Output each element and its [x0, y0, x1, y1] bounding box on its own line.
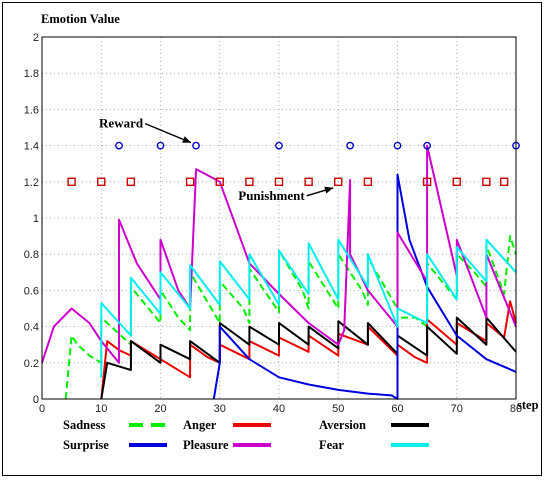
reward-marker [192, 141, 200, 150]
punishment-marker [482, 177, 491, 187]
y-tick-label: 1.2 [24, 177, 39, 189]
reward-marker [423, 141, 432, 150]
x-tick-label: 20 [154, 403, 166, 415]
chart-frame: Emotion Value step 0 10 20 30 40 50 60 70 80 0 0.2… [2, 2, 542, 476]
reward-marker [156, 141, 165, 150]
x-tick-label: 0 [39, 403, 45, 415]
legend-label-sadness: Sadness [63, 418, 106, 432]
punishment-marker [334, 177, 343, 187]
x-tick-label: 50 [332, 403, 344, 415]
punishment-marker [126, 177, 136, 187]
y-tick-label: 0 [33, 394, 39, 406]
punishment-marker [215, 177, 224, 187]
legend-label-fear: Fear [319, 438, 344, 452]
y-tick-label: 2 [33, 32, 39, 44]
punishment-marker [274, 177, 284, 187]
punishment-marker [422, 177, 432, 187]
x-tick-label: 60 [391, 403, 403, 415]
punishment-marker [97, 177, 106, 187]
reward-marker [275, 141, 283, 150]
legend-label-surprise: Surprise [63, 438, 109, 452]
y-tick-label: 1.6 [24, 104, 39, 116]
y-tick-label: 0.8 [24, 249, 39, 261]
x-tick-label: 70 [451, 403, 463, 415]
y-axis-label: Emotion Value [41, 12, 120, 26]
x-tick-label: 10 [95, 403, 107, 415]
punishment-marker [67, 177, 76, 187]
plot-area [41, 36, 517, 400]
series-line-sadness [64, 235, 517, 400]
punishment-marker [185, 177, 195, 187]
legend-label-aversion: Aversion [319, 418, 366, 432]
y-tick-label: 1.4 [24, 141, 39, 153]
punishment-marker [245, 177, 254, 187]
reward-marker [346, 141, 354, 150]
y-tick-label: 0.4 [24, 322, 39, 334]
annotation-arrow [144, 122, 192, 144]
x-axis-label: step [517, 398, 539, 412]
x-tick-label: 40 [273, 403, 285, 415]
x-tick-label: 80 [510, 403, 522, 415]
annotation-reward: Reward [99, 116, 144, 131]
y-tick-label: 1.8 [24, 68, 39, 80]
legend-label-pleasure: Pleasure [183, 438, 229, 452]
y-tick-label: 1 [33, 213, 39, 225]
punishment-marker [452, 177, 461, 187]
reward-marker [115, 141, 123, 150]
punishment-marker [363, 177, 373, 187]
series-line-fear [100, 238, 517, 378]
punishment-marker [304, 177, 313, 187]
reward-marker [393, 141, 402, 150]
y-tick-label: 0.6 [24, 285, 39, 297]
annotation-punishment: Punishment [238, 188, 305, 203]
annotation-arrowhead [324, 186, 334, 194]
legend-label-anger: Anger [183, 418, 217, 432]
x-tick-label: 30 [214, 403, 226, 415]
annotation-arrowhead [182, 136, 192, 143]
emotion-chart: Emotion Value step 0 10 20 30 40 50 60 70 80 0 0.2… [24, 12, 539, 452]
series-line-surprise [212, 173, 517, 400]
series-line-aversion [100, 316, 517, 400]
punishment-marker [499, 177, 509, 187]
y-tick-label: 0.2 [24, 358, 39, 370]
